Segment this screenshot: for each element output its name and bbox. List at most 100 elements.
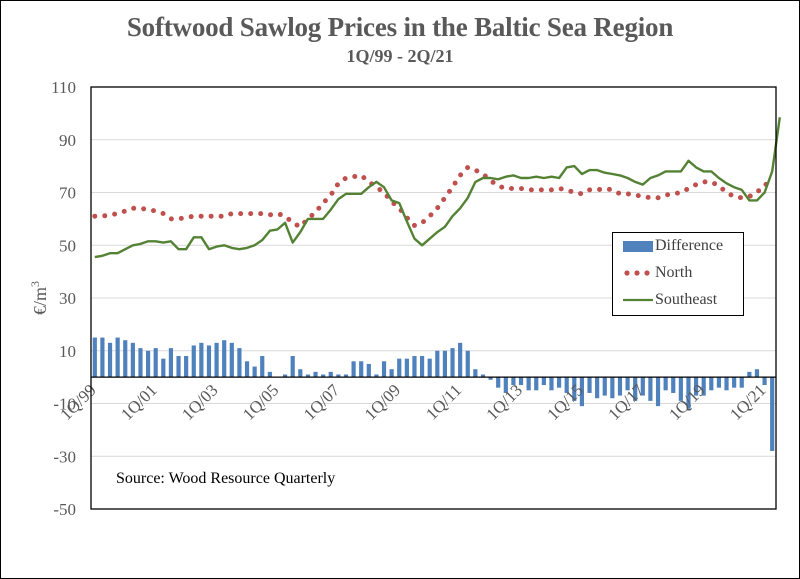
difference-bar (541, 377, 546, 386)
difference-bar (770, 377, 775, 451)
difference-bar (267, 371, 272, 378)
x-tick-label: 1Q/07 (300, 380, 344, 424)
difference-bar (739, 377, 744, 388)
difference-bar (199, 342, 204, 378)
difference-bar (518, 377, 524, 386)
difference-bar (663, 377, 668, 391)
difference-bar (298, 369, 303, 378)
difference-bar (693, 377, 699, 396)
y-tick-label: 30 (59, 289, 76, 308)
southeast-line (94, 117, 781, 259)
difference-bar (556, 377, 562, 388)
difference-bar (359, 361, 364, 378)
difference-bar (633, 377, 638, 401)
difference-bar (602, 377, 607, 396)
chart-title: Softwood Sawlog Prices in the Baltic Sea… (126, 12, 674, 42)
legend-label-north: North (655, 264, 693, 281)
chart-subtitle: 1Q/99 - 2Q/21 (346, 46, 454, 66)
difference-bar (701, 377, 706, 396)
difference-bar (381, 361, 387, 378)
difference-bar (579, 377, 585, 407)
difference-bar (625, 377, 630, 391)
difference-bar (435, 350, 440, 378)
y-tick-label: 110 (51, 78, 76, 97)
difference-bar (450, 348, 455, 378)
difference-bar (343, 374, 349, 378)
difference-bar (419, 356, 425, 378)
y-tick-label: 50 (59, 236, 76, 255)
x-tick-label: 1Q/01 (117, 381, 160, 424)
difference-bar (716, 377, 722, 388)
difference-bar (282, 374, 288, 378)
difference-bar (564, 377, 569, 393)
difference-bar (229, 342, 234, 378)
difference-bar (610, 377, 615, 399)
difference-bar (724, 377, 729, 391)
difference-bar (222, 340, 227, 378)
difference-bar (191, 345, 196, 378)
difference-bar (92, 337, 97, 378)
y-axis-ticks: 110 90 70 50 30 10 -10 -30 -50 (51, 78, 76, 519)
legend-swatch-north (623, 267, 653, 279)
difference-bar (100, 337, 105, 378)
difference-bar (709, 377, 714, 391)
north-line (92, 164, 775, 230)
difference-bar (161, 358, 166, 378)
difference-bars (92, 337, 775, 451)
difference-bar (252, 366, 257, 378)
difference-bar (480, 374, 486, 378)
difference-bar (587, 377, 592, 393)
difference-bar (503, 377, 508, 393)
y-tick-label: -10 (53, 395, 76, 414)
difference-bar (366, 363, 371, 378)
plot-area (90, 86, 777, 510)
difference-bar (237, 348, 242, 378)
difference-bar (412, 356, 417, 378)
difference-bar (389, 369, 394, 378)
y-tick-label: -30 (53, 447, 76, 466)
difference-bar (458, 342, 463, 378)
legend-item-southeast: Southeast (623, 291, 717, 309)
y-tick-label: 70 (59, 184, 76, 203)
x-tick-label: 1Q/03 (178, 381, 221, 424)
y-axis-label: €/m3 (28, 281, 50, 315)
difference-bar (511, 377, 516, 386)
difference-bar (595, 377, 600, 399)
difference-bar (138, 348, 143, 378)
difference-bar (617, 377, 623, 396)
difference-bar (321, 374, 326, 378)
difference-bar (572, 377, 577, 401)
legend-swatch-difference (623, 240, 653, 252)
difference-bar (260, 356, 265, 378)
x-axis-ticks: 1Q/99 1Q/01 1Q/03 1Q/05 1Q/07 1Q/09 1Q/11 1Q/13… (56, 380, 769, 424)
difference-bar (244, 361, 250, 378)
x-tick-label: 1Q/11 (422, 381, 465, 424)
source-annotation: Source: Wood Resource Quarterly (116, 470, 336, 487)
difference-bar (145, 350, 151, 378)
difference-bar (168, 348, 174, 378)
legend-item-difference: Difference (623, 237, 723, 255)
chart-legend: Difference North Southeast (612, 232, 744, 316)
y-tick-label: -50 (53, 500, 76, 519)
difference-bar (442, 350, 448, 378)
legend-label-southeast: Southeast (655, 291, 718, 308)
difference-bar (397, 358, 402, 378)
legend-label-difference: Difference (655, 237, 724, 254)
difference-bar (671, 377, 676, 393)
x-tick-label: 1Q/09 (361, 381, 404, 424)
difference-bar (176, 356, 181, 378)
difference-bar (640, 377, 645, 396)
difference-bar (130, 342, 135, 378)
difference-bar (313, 371, 318, 378)
difference-bar (686, 377, 691, 409)
difference-bar (153, 348, 158, 378)
difference-bar (336, 374, 341, 378)
difference-bar (549, 377, 554, 391)
legend-swatch-southeast (623, 294, 653, 306)
difference-bar (351, 361, 356, 378)
difference-bar (123, 340, 128, 378)
difference-bar (328, 371, 333, 378)
difference-bar (488, 377, 493, 380)
difference-bar (678, 377, 683, 401)
